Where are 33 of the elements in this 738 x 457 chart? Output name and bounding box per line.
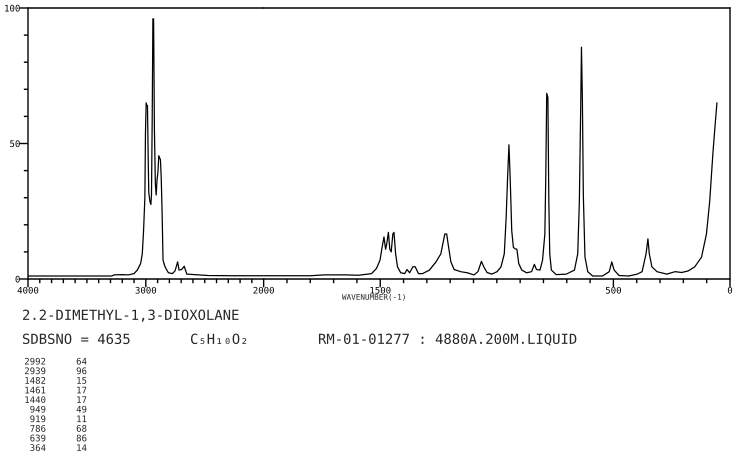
x-tick-label: 3000 xyxy=(136,286,156,294)
x-tick-label: 4000 xyxy=(18,286,38,294)
text: C₅H₁₀O₂ xyxy=(190,334,246,344)
text: SDBSNO = 4635 xyxy=(22,334,130,344)
text: 364 xyxy=(30,444,46,452)
x-tick-label: 500 xyxy=(606,286,621,294)
text: 96 xyxy=(76,367,86,374)
text: 64 xyxy=(76,358,87,365)
x-tick-label: 0 xyxy=(728,286,732,294)
text: 17 xyxy=(77,396,86,403)
text: 1461 xyxy=(25,386,46,394)
text: 1482 xyxy=(25,377,46,384)
text: 949 xyxy=(30,406,46,413)
text: RM-01-01277 : 4880A.200M.LIQUID xyxy=(318,334,576,346)
text: 2939 xyxy=(24,367,46,374)
text: 15 xyxy=(77,377,86,384)
text: 14 xyxy=(77,444,87,451)
y-tick-label: 0 xyxy=(16,276,20,283)
text: 2992 xyxy=(24,358,46,365)
text: 1440 xyxy=(25,396,46,404)
text: 68 xyxy=(76,425,86,432)
text: 639 xyxy=(30,434,46,442)
text: 919 xyxy=(30,415,46,422)
text: 2.2-DIMETHYL-1,3-DIOXOLANE xyxy=(23,310,239,322)
text: 786 xyxy=(30,425,46,432)
y-tick-label: 50 xyxy=(10,140,20,148)
text: 11 xyxy=(77,416,86,422)
text: 17 xyxy=(77,386,86,394)
text: 86 xyxy=(76,434,86,442)
text: 49 xyxy=(76,406,86,413)
x-tick-label: 2000 xyxy=(253,286,274,294)
x-tick-label: 1500 xyxy=(370,286,391,294)
y-tick-label: 100 xyxy=(5,4,20,12)
